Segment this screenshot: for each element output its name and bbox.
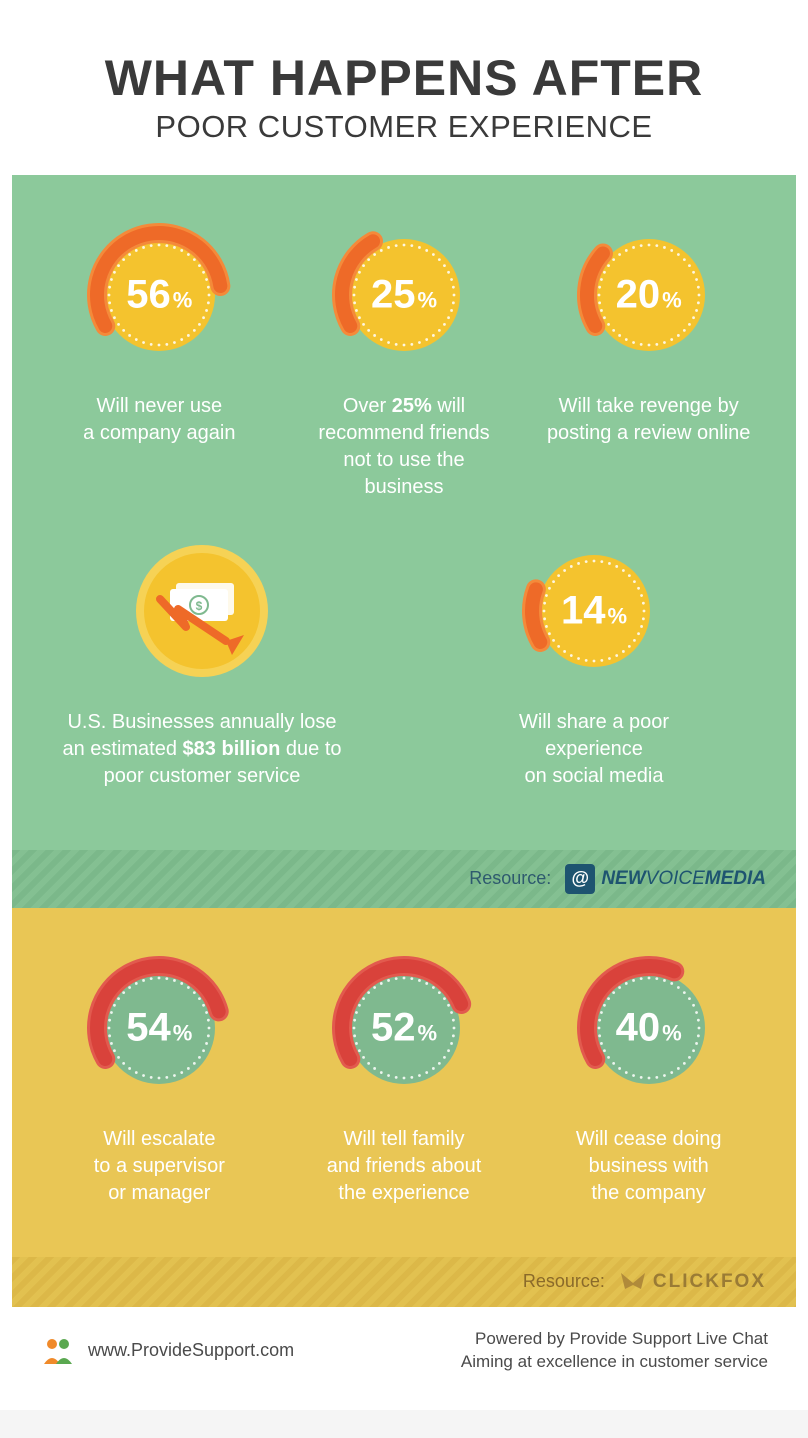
clickfox-logo: CLICKFOX <box>619 1271 766 1293</box>
donut-value: 56% <box>126 272 192 317</box>
resource-label: Resource: <box>523 1271 605 1292</box>
stat-caption: Will take revenge byposting a review onl… <box>547 393 750 447</box>
section-top: 56% Will never usea company again 25% Ov… <box>12 175 796 850</box>
footer-left: www.ProvideSupport.com <box>40 1334 294 1366</box>
money-loss-icon: $ <box>122 531 282 691</box>
stat-caption: Will cease doingbusiness withthe company <box>576 1126 722 1207</box>
stat-caption: Will share a poor experienceon social me… <box>479 709 709 790</box>
title-main: WHAT HAPPENS AFTER <box>32 52 776 105</box>
infographic-page: WHAT HAPPENS AFTER POOR CUSTOMER EXPERIE… <box>0 0 808 1410</box>
footer-line1: Powered by Provide Support Live Chat <box>461 1327 768 1351</box>
money-stat: $ U.S. Businesses annually losean estima… <box>42 531 362 790</box>
top-row-2: $ U.S. Businesses annually losean estima… <box>42 531 766 790</box>
donut-value: 20% <box>616 272 682 317</box>
footer: www.ProvideSupport.com Powered by Provid… <box>12 1307 796 1399</box>
stat-56: 56% Will never usea company again <box>42 215 277 501</box>
stat-14: 14% Will share a poor experienceon socia… <box>422 531 766 790</box>
bottom-row: 54% Will escalateto a supervisoror manag… <box>42 948 766 1207</box>
stat-caption: Will never usea company again <box>83 393 235 447</box>
footer-right: Powered by Provide Support Live Chat Aim… <box>461 1327 768 1375</box>
fox-icon <box>619 1271 647 1293</box>
donut-value: 54% <box>126 1005 192 1050</box>
resource-bar-top: Resource: @ NEWVOICEMEDIA <box>12 850 796 908</box>
title-sub: POOR CUSTOMER EXPERIENCE <box>32 109 776 145</box>
resource-bar-bottom: Resource: CLICKFOX <box>12 1257 796 1307</box>
nvm-swirl-icon: @ <box>565 864 595 894</box>
resource-label: Resource: <box>469 868 551 889</box>
donut-chart: 54% <box>79 948 239 1108</box>
section-bottom: 54% Will escalateto a supervisoror manag… <box>12 908 796 1257</box>
providesupport-logo-icon <box>40 1334 78 1366</box>
donut-chart: 20% <box>569 215 729 375</box>
stat-caption: Will tell familyand friends aboutthe exp… <box>327 1126 482 1207</box>
stat-54: 54% Will escalateto a supervisoror manag… <box>42 948 277 1207</box>
donut-value: 25% <box>371 272 437 317</box>
donut-chart: 52% <box>324 948 484 1108</box>
stat-52: 52% Will tell familyand friends aboutthe… <box>287 948 522 1207</box>
footer-line2: Aiming at excellence in customer service <box>461 1350 768 1374</box>
svg-text:$: $ <box>196 599 203 613</box>
stat-caption: Will escalateto a supervisoror manager <box>94 1126 225 1207</box>
money-caption: U.S. Businesses annually losean estimate… <box>62 709 341 790</box>
stat-40: 40% Will cease doingbusiness withthe com… <box>531 948 766 1207</box>
newvoicemedia-logo: @ NEWVOICEMEDIA <box>565 864 766 894</box>
header: WHAT HAPPENS AFTER POOR CUSTOMER EXPERIE… <box>12 12 796 175</box>
stat-caption: Over 25% willrecommend friendsnot to use… <box>318 393 489 501</box>
donut-chart: 56% <box>79 215 239 375</box>
stat-25: 25% Over 25% willrecommend friendsnot to… <box>287 215 522 501</box>
footer-url: www.ProvideSupport.com <box>88 1340 294 1361</box>
top-row-1: 56% Will never usea company again 25% Ov… <box>42 215 766 501</box>
donut-chart: 40% <box>569 948 729 1108</box>
donut-value: 14% <box>561 588 627 633</box>
donut-value: 40% <box>616 1005 682 1050</box>
donut-value: 52% <box>371 1005 437 1050</box>
donut-chart: 14% <box>514 531 674 691</box>
stat-20: 20% Will take revenge byposting a review… <box>531 215 766 501</box>
donut-chart: 25% <box>324 215 484 375</box>
